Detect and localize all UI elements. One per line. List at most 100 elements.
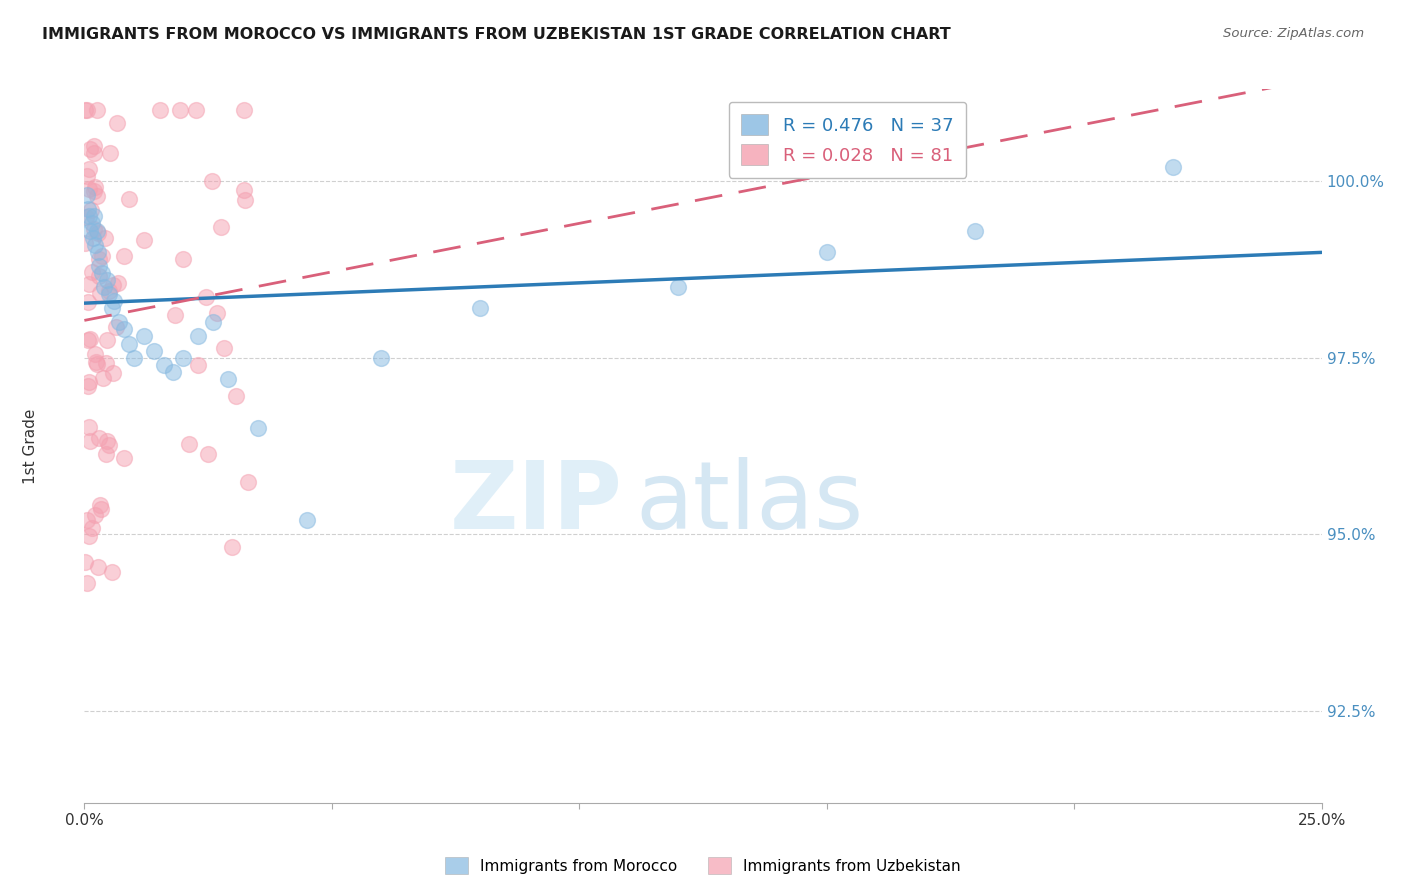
Point	[89, 431, 111, 445]
Point	[90, 501, 112, 516]
Point	[89, 285, 111, 300]
Point	[75, 103, 97, 118]
Point	[221, 540, 243, 554]
Point	[80, 265, 103, 279]
Point	[79, 182, 101, 196]
Point	[76, 575, 98, 590]
Point	[225, 389, 247, 403]
Point	[82, 230, 104, 244]
Point	[76, 103, 98, 118]
Point	[112, 322, 135, 336]
Point	[94, 231, 117, 245]
Point	[86, 355, 108, 369]
Point	[87, 559, 110, 574]
Text: IMMIGRANTS FROM MOROCCO VS IMMIGRANTS FROM UZBEKISTAN 1ST GRADE CORRELATION CHAR: IMMIGRANTS FROM MOROCCO VS IMMIGRANTS FR…	[42, 27, 950, 42]
Point	[90, 249, 112, 263]
Point	[86, 103, 108, 118]
Point	[80, 521, 103, 535]
Point	[209, 220, 232, 235]
Point	[77, 375, 100, 389]
Point	[142, 343, 165, 358]
Point	[86, 223, 108, 237]
Text: ZIP: ZIP	[450, 457, 623, 549]
Point	[118, 192, 141, 206]
Point	[162, 365, 184, 379]
Point	[96, 356, 118, 370]
Point	[187, 329, 209, 343]
Legend: R = 0.476   N = 37, R = 0.028   N = 81: R = 0.476 N = 37, R = 0.028 N = 81	[728, 102, 966, 178]
Point	[238, 475, 260, 490]
Point	[83, 222, 105, 236]
Point	[76, 169, 98, 184]
Point	[163, 309, 186, 323]
Point	[89, 259, 111, 273]
Point	[103, 294, 125, 309]
Point	[77, 529, 100, 543]
Point	[86, 189, 108, 203]
Point	[118, 336, 141, 351]
Point	[212, 341, 235, 355]
Point	[77, 379, 100, 393]
Point	[89, 498, 111, 512]
Point	[197, 447, 219, 461]
Point	[112, 450, 135, 465]
Point	[79, 434, 101, 448]
Point	[83, 347, 105, 361]
Point	[177, 437, 200, 451]
Point	[84, 237, 107, 252]
Point	[77, 420, 100, 434]
Point	[77, 161, 100, 176]
Point	[91, 371, 114, 385]
Point	[84, 508, 107, 523]
Legend: Immigrants from Morocco, Immigrants from Uzbekistan: Immigrants from Morocco, Immigrants from…	[439, 851, 967, 880]
Point	[98, 284, 121, 298]
Point	[90, 266, 112, 280]
Point	[86, 226, 108, 240]
Point	[815, 244, 838, 259]
Point	[83, 184, 105, 198]
Point	[246, 421, 269, 435]
Point	[87, 244, 110, 259]
Point	[79, 332, 101, 346]
Text: atlas: atlas	[636, 457, 863, 549]
Point	[105, 115, 128, 129]
Text: Source: ZipAtlas.com: Source: ZipAtlas.com	[1223, 27, 1364, 40]
Point	[666, 280, 689, 294]
Point	[108, 315, 131, 329]
Point	[370, 351, 392, 365]
Point	[96, 273, 118, 287]
Point	[107, 277, 129, 291]
Point	[132, 329, 155, 343]
Point	[100, 301, 122, 316]
Point	[80, 216, 103, 230]
Point	[169, 103, 191, 118]
Point	[122, 351, 145, 365]
Point	[965, 223, 987, 237]
Point	[89, 252, 111, 267]
Point	[1161, 160, 1184, 174]
Point	[96, 447, 118, 461]
Point	[75, 555, 97, 569]
Point	[232, 103, 254, 118]
Point	[98, 145, 121, 160]
Point	[184, 103, 207, 118]
Point	[84, 179, 107, 194]
Point	[194, 290, 217, 304]
Point	[77, 202, 100, 217]
Point	[172, 351, 194, 365]
Point	[152, 358, 174, 372]
Point	[96, 333, 118, 347]
Point	[149, 103, 172, 118]
Text: 1st Grade: 1st Grade	[24, 409, 38, 483]
Point	[93, 280, 115, 294]
Point	[98, 287, 121, 301]
Point	[83, 146, 105, 161]
Point	[77, 295, 100, 310]
Point	[76, 333, 98, 347]
Point	[83, 138, 105, 153]
Point	[79, 210, 101, 224]
Point	[233, 193, 256, 207]
Point	[172, 252, 194, 267]
Point	[87, 268, 110, 283]
Point	[80, 203, 103, 218]
